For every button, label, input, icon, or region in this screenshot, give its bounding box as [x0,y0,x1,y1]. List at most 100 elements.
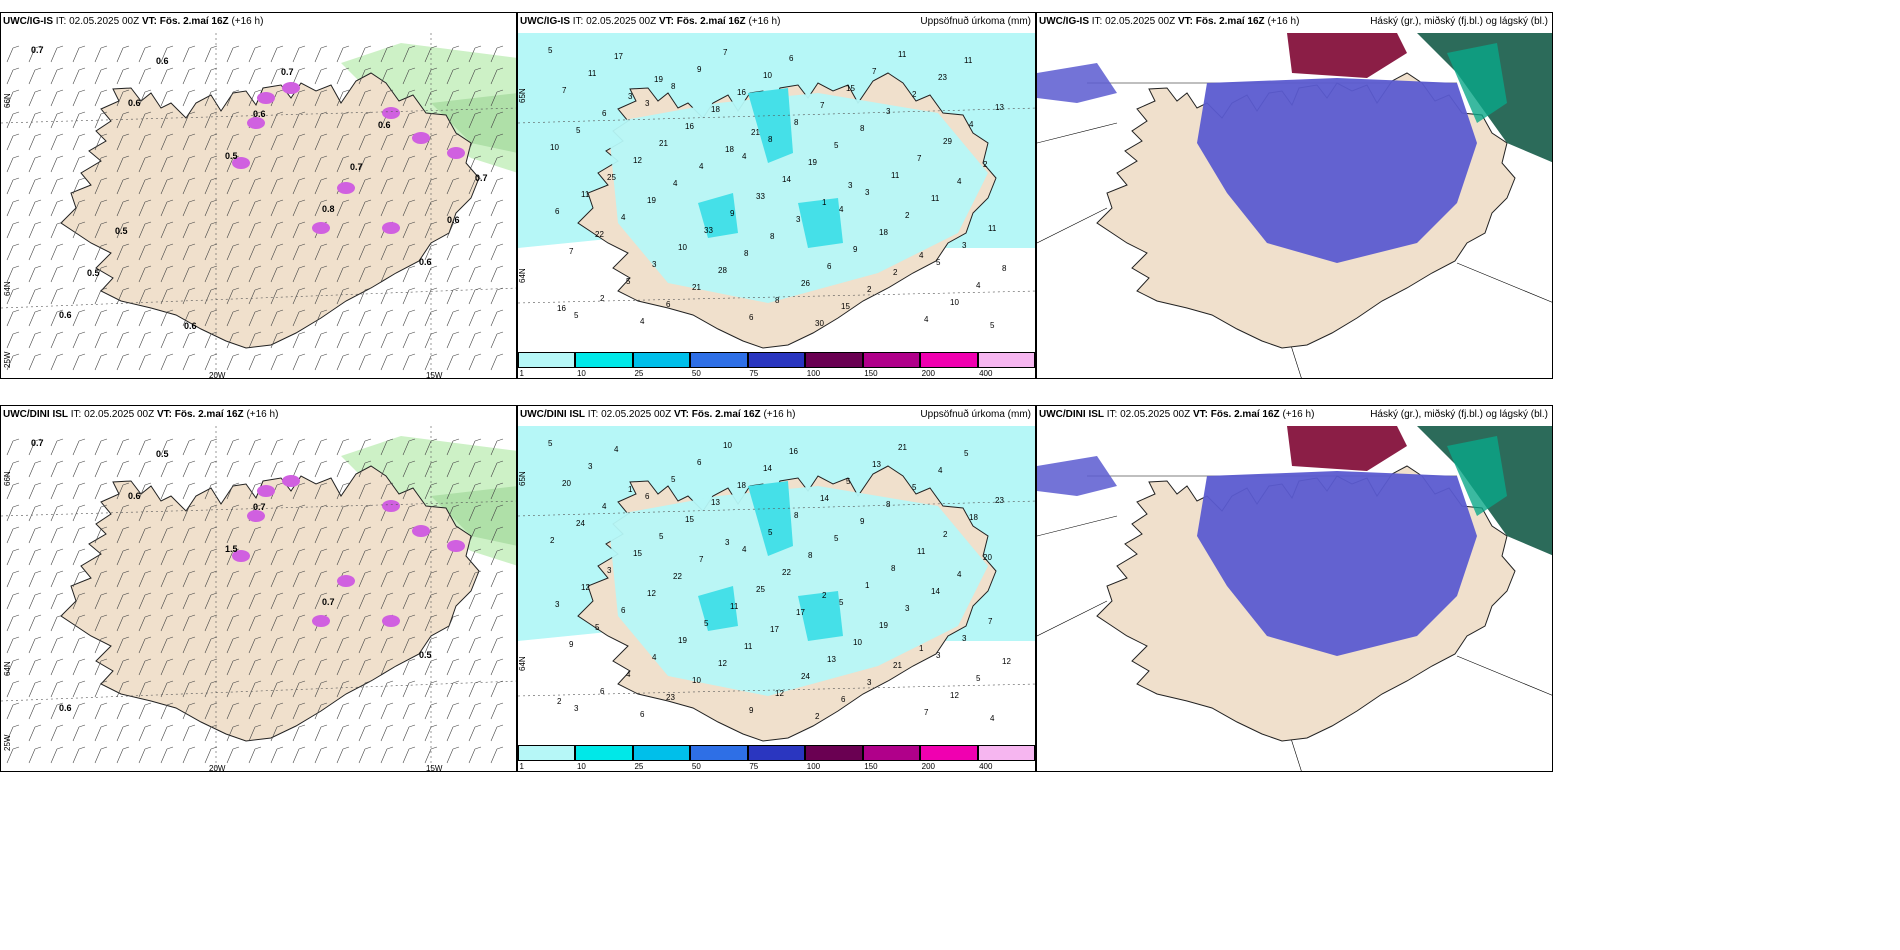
wind-barb [424,592,438,610]
wind-barb [6,636,20,654]
lon-label: 15W [426,764,443,772]
wind-barb [94,504,108,522]
value-label: 4 [699,162,704,171]
wind-barb [204,438,218,456]
value-label: 3 [588,462,593,471]
wind-barb [226,265,240,283]
wind-barb [160,702,174,720]
value-label: 0.6 [184,321,197,331]
wind-barb [28,482,42,500]
panel-cloud-dini: UWC/DINI ISL IT: 02.05.2025 00Z VT: Fös.… [1036,405,1553,772]
value-label: 8 [860,124,865,133]
value-label: 24 [576,519,585,528]
wind-barb [28,265,42,283]
map-layer [1037,33,1552,378]
wind-barb [468,504,482,522]
value-label: 5 [834,141,839,150]
wind-barb [204,45,218,63]
wind-barb [182,133,196,151]
wind-barb [138,353,152,371]
value-label: 10 [763,71,772,80]
wind-barb [468,67,482,85]
wind-barb [292,243,306,261]
wind-barb [204,331,218,349]
wind-barb [116,482,130,500]
colorbar-tick: 25 [634,369,644,378]
wind-barb [358,177,372,195]
wind-barb [28,460,42,478]
wind-barb [226,482,240,500]
value-label: 3 [725,538,730,547]
wind-barb [380,482,394,500]
value-label: 3 [645,99,650,108]
value-label: 4 [990,714,995,723]
value-label: 11 [931,194,940,203]
wind-barb [380,265,394,283]
wind-barb [424,287,438,305]
value-label: 6 [841,695,846,704]
colorbar-swatch [518,745,576,761]
wind-barb [424,746,438,764]
value-label: 13 [827,655,836,664]
wind-barb [50,67,64,85]
wind-barb [72,331,86,349]
value-label: 22 [595,230,604,239]
wind-barb [270,636,284,654]
wind-barb [446,658,460,676]
panel-wind-dini: UWC/DINI ISL IT: 02.05.2025 00Z VT: Fös.… [0,405,517,772]
value-label: 6 [789,54,794,63]
wind-barb [314,548,328,566]
wind-barb [116,243,130,261]
wind-barb [28,309,42,327]
wind-barb [270,746,284,764]
wind-barb [424,155,438,173]
precip-map: 5344558833298111157776361529111087425332… [518,33,1035,349]
wind-barb [160,636,174,654]
value-label: 16 [737,88,746,97]
wind-barb [72,724,86,742]
value-label: 17 [614,52,623,61]
value-label: 19 [678,636,687,645]
wind-barb [116,680,130,698]
wind-barb [380,353,394,371]
graticule [1,500,516,702]
wind-barb [292,570,306,588]
precip-core [698,586,738,631]
wind-barb [50,724,64,742]
wind-barb [72,548,86,566]
wind-barb [6,438,20,456]
wind-barb [358,111,372,129]
colorbar-swatch [862,745,921,761]
wind-barb [468,570,482,588]
precip-blob [382,615,400,627]
wind-barb [380,680,394,698]
value-label: 5 [626,277,631,286]
wind-barb [446,680,460,698]
wind-barb [72,89,86,107]
value-label: 30 [815,319,824,328]
colorbar-tick: 150 [864,369,878,378]
panel-precip-dini: UWC/DINI ISL IT: 02.05.2025 00Z VT: Fös.… [517,405,1036,772]
wind-barb [402,548,416,566]
wind-barb [424,309,438,327]
wind-barb [468,177,482,195]
wind-barb [314,265,328,283]
wind-barb [380,155,394,173]
wind-barb [292,548,306,566]
wind-barb [248,177,262,195]
wind-barb [446,636,460,654]
value-label: 5 [964,449,969,458]
value-label: 16 [685,122,694,131]
wind-barb [226,548,240,566]
wind-barb [204,592,218,610]
value-label: 21 [751,128,760,137]
wind-barb [336,243,350,261]
wind-barb [402,746,416,764]
wind-barb [138,243,152,261]
wind-barb [358,221,372,239]
wind-barb [468,111,482,129]
value-label: 5 [595,623,600,632]
wind-barb [292,526,306,544]
wind-barb [160,526,174,544]
wind-barb [6,746,20,764]
